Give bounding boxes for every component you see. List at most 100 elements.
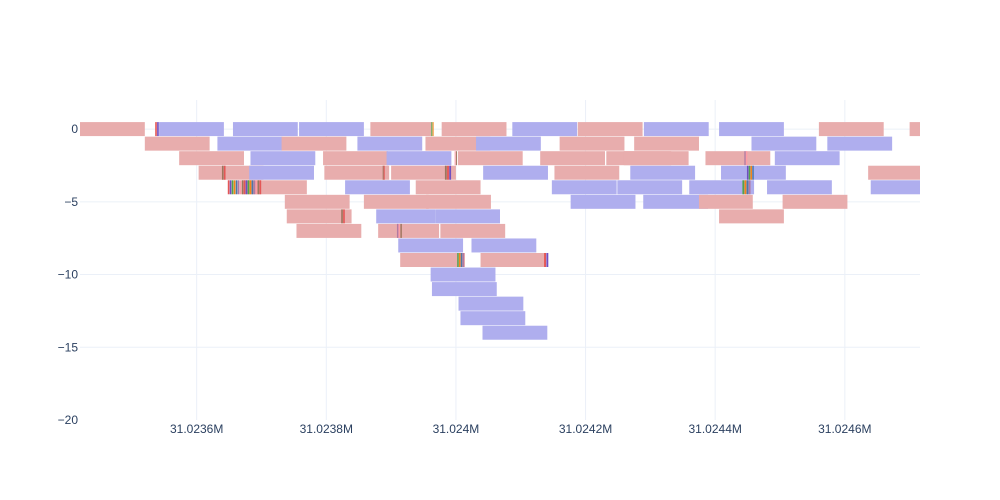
gantt-bar: [480, 253, 546, 267]
gantt-bar: [296, 223, 362, 238]
feature-marker: [398, 223, 401, 238]
gantt-bar: [249, 165, 314, 180]
feature-marker: [400, 223, 402, 238]
x-tick-label: 31.0236M: [170, 422, 223, 436]
feature-marker: [245, 180, 248, 195]
feature-marker: [235, 180, 238, 195]
feature-marker: [742, 180, 745, 195]
feature-marker: [432, 122, 434, 137]
y-tick-label: −10: [58, 268, 79, 282]
feature-marker: [257, 180, 260, 195]
feature-marker: [750, 165, 752, 180]
gantt-bar: [767, 180, 832, 195]
gantt-bar: [426, 194, 491, 209]
gantt-bar: [415, 180, 481, 195]
feature-marker: [447, 165, 449, 180]
feature-marker: [449, 165, 452, 180]
feature-marker: [746, 165, 749, 180]
feature-marker: [752, 165, 754, 180]
gantt-bar: [559, 136, 625, 151]
y-tick-label: 0: [71, 122, 78, 136]
gantt-bar: [400, 253, 465, 267]
feature-marker: [229, 180, 232, 195]
feature-marker: [227, 180, 230, 195]
feature-marker: [444, 165, 447, 180]
feature-marker: [221, 165, 224, 180]
gantt-bar: [441, 122, 507, 137]
gantt-bar: [705, 151, 771, 166]
feature-marker: [239, 180, 242, 195]
gantt-bar: [634, 136, 699, 151]
gantt-bar: [818, 122, 884, 137]
gantt-bar: [460, 311, 526, 326]
feature-marker: [544, 253, 547, 267]
gantt-bar: [630, 165, 696, 180]
feature-marker: [383, 165, 385, 180]
feature-marker: [237, 180, 240, 195]
feature-marker: [259, 180, 262, 195]
gantt-bar: [458, 296, 524, 311]
feature-marker: [462, 253, 465, 267]
gantt-bar: [540, 151, 605, 166]
feature-marker: [454, 151, 456, 166]
x-tick-label: 31.0242M: [559, 422, 612, 436]
gantt-bar: [570, 194, 636, 209]
gantt-bar: [512, 122, 578, 137]
bar-layer: [80, 122, 920, 340]
gantt-bar: [643, 122, 709, 137]
gantt-bar: [551, 180, 617, 195]
feature-marker: [343, 209, 345, 224]
gantt-bar: [117, 122, 159, 136]
y-tick-label: −5: [64, 195, 78, 209]
gantt-bar: [719, 122, 784, 137]
gantt-bar: [198, 165, 264, 180]
gantt-bar: [324, 165, 390, 180]
gantt-bar: [471, 238, 537, 253]
feature-marker: [231, 180, 234, 195]
gantt-bar: [868, 165, 920, 180]
gantt-bar: [376, 209, 436, 224]
gantt-bar: [457, 151, 523, 166]
feature-marker: [233, 180, 236, 195]
gantt-bar: [286, 209, 352, 224]
gantt-bar: [250, 151, 316, 166]
y-tick-label: −20: [58, 413, 79, 427]
gantt-bar: [476, 136, 541, 151]
gantt-bar: [386, 151, 452, 166]
gantt-bar: [345, 180, 410, 195]
feature-marker: [455, 151, 457, 166]
gantt-bar: [623, 151, 689, 166]
gantt-bar: [483, 165, 548, 180]
feature-marker: [748, 165, 751, 180]
gantt-bar: [357, 136, 423, 151]
feature-marker: [396, 223, 399, 238]
feature-marker: [241, 180, 244, 195]
gantt-bar: [440, 223, 506, 238]
gantt-bar: [435, 209, 500, 224]
gantt-bar: [179, 151, 244, 166]
gantt-bar: [698, 194, 753, 209]
feature-marker: [253, 180, 256, 195]
feature-marker: [243, 180, 246, 195]
gantt-bar: [430, 267, 496, 282]
x-tick-label: 31.0246M: [818, 422, 871, 436]
y-tick-label: −15: [58, 340, 79, 354]
feature-marker: [223, 165, 226, 180]
feature-marker: [745, 151, 748, 166]
feature-marker: [247, 180, 250, 195]
gantt-bar: [284, 194, 350, 209]
gantt-bar: [144, 136, 210, 151]
gantt-bar: [751, 136, 817, 151]
feature-marker: [157, 122, 159, 137]
feature-marker: [457, 253, 459, 267]
gantt-bar: [719, 209, 784, 224]
feature-marker: [251, 180, 254, 195]
gantt-bar: [425, 136, 491, 151]
gantt-bar: [159, 122, 224, 137]
feature-marker: [744, 180, 747, 195]
feature-marker: [249, 180, 252, 195]
feature-marker: [255, 180, 258, 195]
gantt-bar: [617, 180, 683, 195]
